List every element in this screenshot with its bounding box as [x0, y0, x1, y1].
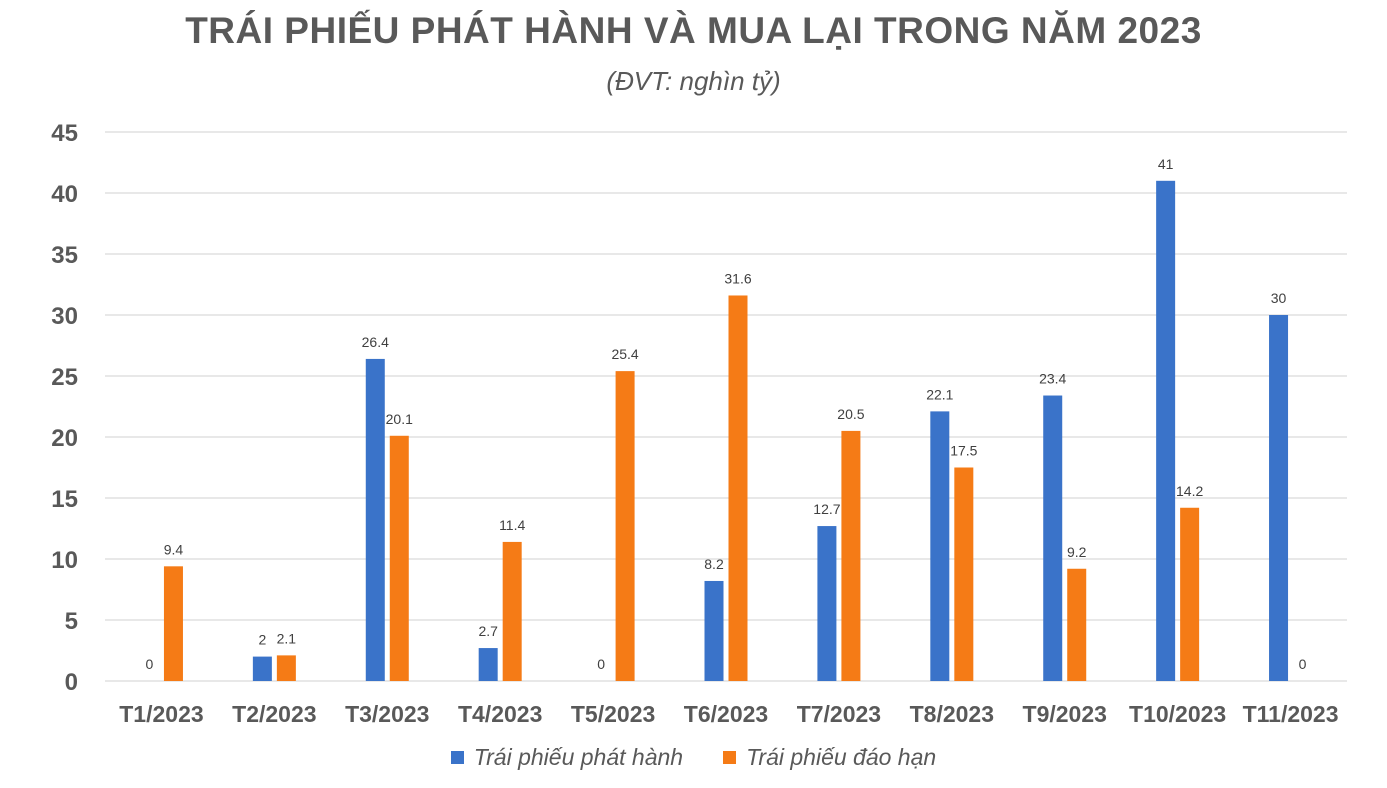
bar-matured	[728, 295, 748, 681]
x-tick-label: T7/2023	[797, 701, 881, 727]
data-label: 25.4	[611, 346, 638, 362]
data-label: 2	[258, 632, 266, 648]
data-label: 30	[1271, 290, 1287, 306]
x-tick-label: T10/2023	[1129, 701, 1226, 727]
y-tick-label: 20	[51, 425, 78, 452]
data-label: 2.1	[277, 630, 297, 646]
y-tick-label: 30	[51, 303, 78, 330]
y-tick-label: 40	[51, 181, 78, 208]
y-tick-label: 45	[51, 120, 78, 147]
chart-title: TRÁI PHIẾU PHÁT HÀNH VÀ MUA LẠI TRONG NĂ…	[185, 10, 1202, 51]
data-label: 26.4	[362, 334, 389, 350]
data-label: 22.1	[926, 386, 953, 402]
data-label: 17.5	[950, 443, 977, 459]
y-tick-label: 10	[51, 547, 78, 574]
legend-item-matured: Trái phiếu đáo hạn	[723, 744, 936, 771]
bar-issued	[1156, 180, 1176, 682]
y-tick-label: 35	[51, 242, 78, 269]
data-label: 0	[597, 656, 605, 672]
chart-legend: Trái phiếu phát hành Trái phiếu đáo hạn	[0, 744, 1387, 771]
bar-matured	[502, 541, 522, 681]
x-tick-label: T3/2023	[345, 701, 429, 727]
bar-matured	[276, 655, 296, 681]
data-label: 41	[1158, 156, 1174, 172]
data-label: 20.5	[837, 406, 864, 422]
bar-issued	[478, 648, 498, 681]
x-tick-label: T1/2023	[119, 701, 203, 727]
y-tick-label: 25	[51, 364, 78, 391]
bar-matured	[841, 430, 861, 681]
bar-matured	[389, 435, 409, 681]
data-label: 0	[1299, 656, 1307, 672]
legend-label-matured: Trái phiếu đáo hạn	[746, 744, 937, 770]
bar-issued	[930, 411, 950, 681]
bar-matured	[1180, 507, 1200, 681]
data-label: 12.7	[813, 501, 840, 517]
x-tick-label: T2/2023	[232, 701, 316, 727]
data-label: 0	[146, 656, 154, 672]
data-label: 23.4	[1039, 371, 1066, 387]
legend-swatch-issued	[450, 751, 464, 764]
data-label: 2.7	[478, 623, 498, 639]
chart-subtitle: (ĐVT: nghìn tỷ)	[606, 66, 781, 96]
bar-matured	[1067, 568, 1087, 681]
x-tick-label: T4/2023	[458, 701, 542, 727]
x-tick-label: T11/2023	[1243, 701, 1339, 727]
bar-issued	[704, 580, 724, 681]
bar-matured	[954, 467, 974, 681]
y-tick-label: 5	[65, 608, 78, 635]
y-tick-label: 15	[51, 486, 78, 513]
x-tick-label: T9/2023	[1023, 701, 1107, 727]
bar-matured	[163, 566, 183, 681]
data-label: 9.2	[1067, 544, 1087, 560]
x-tick-label: T8/2023	[910, 701, 994, 727]
data-label: 14.2	[1176, 483, 1203, 499]
x-tick-label: T5/2023	[571, 701, 655, 727]
bar-issued	[817, 526, 837, 681]
data-label: 11.4	[499, 517, 525, 533]
legend-label-issued: Trái phiếu phát hành	[473, 744, 684, 770]
bar-matured	[615, 371, 635, 681]
bar-issued	[1269, 315, 1289, 681]
data-label: 31.6	[724, 270, 751, 286]
bar-issued	[365, 358, 385, 681]
bar-issued	[252, 656, 272, 681]
y-tick-label: 0	[65, 669, 78, 696]
data-label: 9.4	[164, 541, 184, 557]
legend-swatch-matured	[723, 751, 737, 764]
data-label: 20.1	[386, 411, 413, 427]
data-label: 8.2	[704, 556, 724, 572]
bar-issued	[1043, 395, 1063, 681]
legend-item-issued: Trái phiếu phát hành	[450, 744, 684, 771]
x-tick-label: T6/2023	[684, 701, 768, 727]
